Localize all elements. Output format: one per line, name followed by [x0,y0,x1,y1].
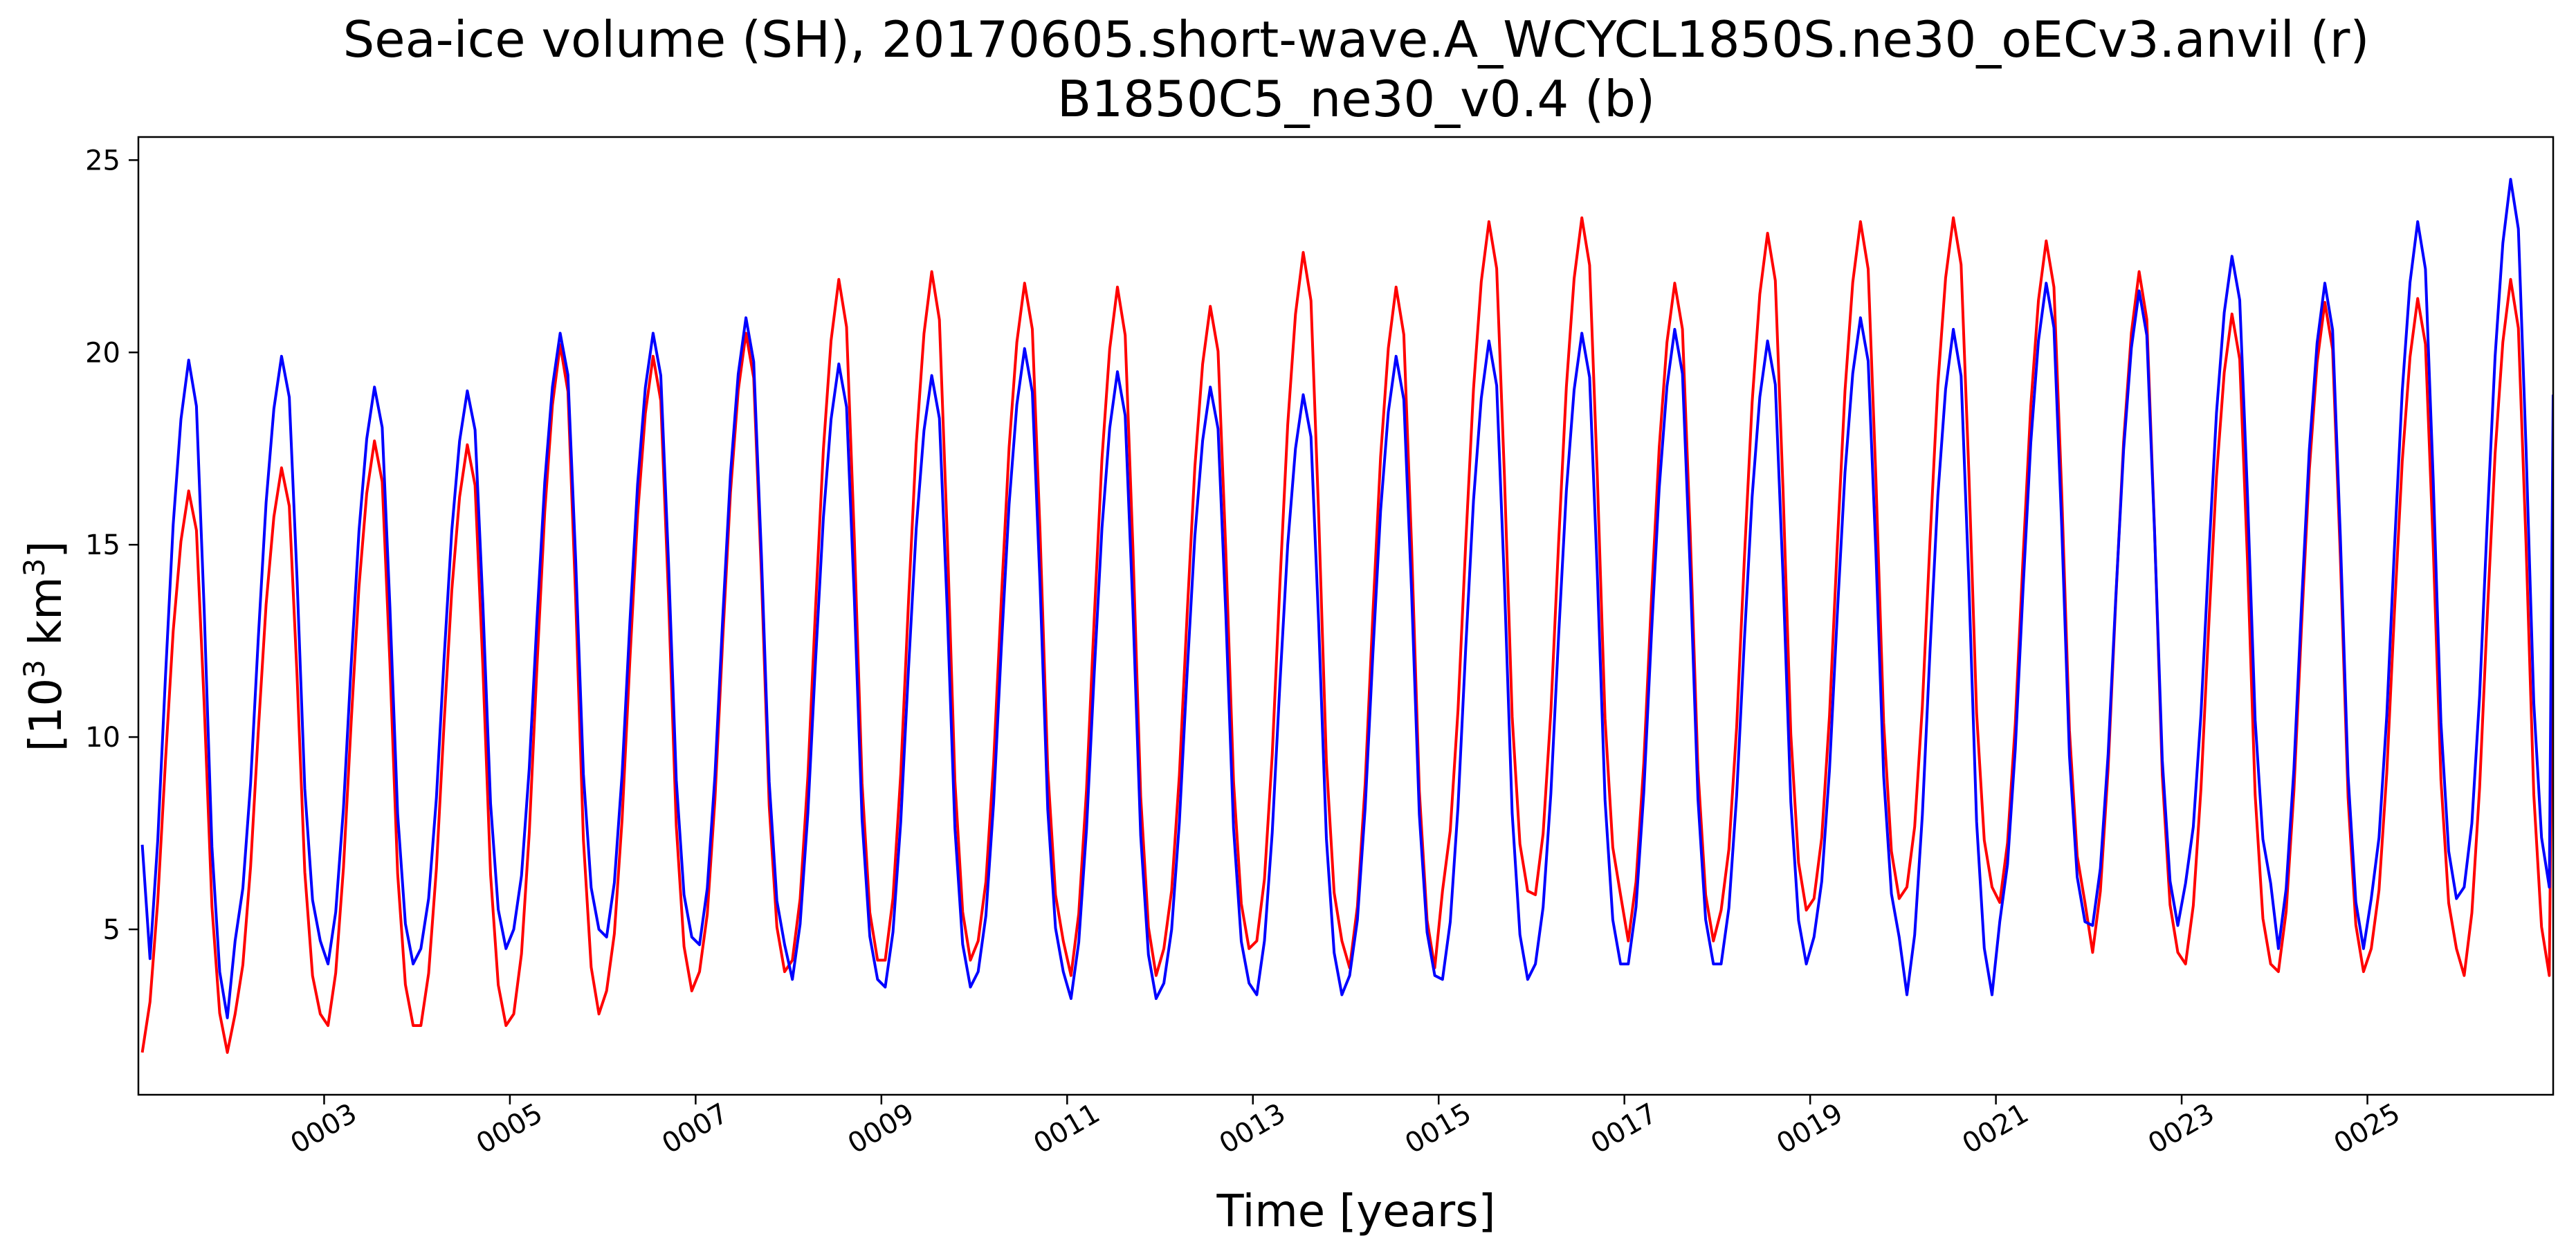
y-tick-label: 5 [103,914,120,946]
x-tick-label: 0015 [1400,1098,1477,1161]
x-tick-label: 0019 [1771,1098,1848,1161]
series-line-blue [140,178,2553,1019]
x-tick-label: 0007 [657,1098,733,1161]
x-tick-label: 0005 [471,1098,548,1161]
x-tick-label: 0025 [2328,1098,2405,1161]
chart-title-line2: B1850C5_ne30_v0.4 (b) [1057,70,1655,128]
x-tick-label: 0013 [1214,1098,1291,1161]
plot-frame [137,136,2555,1096]
x-tick-label: 0009 [843,1098,920,1161]
y-tick-label: 10 [85,722,120,754]
series-line-red [140,216,2553,1054]
y-tick-label: 20 [85,337,120,369]
x-tick-label: 0021 [1957,1098,2034,1161]
y-axis-label-mid: km [21,576,72,659]
x-tick-label: 0011 [1028,1098,1105,1161]
x-tick-label: 0017 [1586,1098,1663,1161]
x-tick-label: 0023 [2143,1098,2220,1161]
y-axis-label-exp1: 3 [17,659,51,678]
y-tick-label: 15 [85,529,120,561]
chart-title-line1: Sea-ice volume (SH), 20170605.short-wave… [343,10,2370,69]
y-axis-label-base: [10 [21,678,72,752]
y-axis-label: [103 km3] [17,541,73,752]
y-axis-label-end: ] [21,541,72,558]
y-tick-label: 25 [85,145,120,176]
y-axis-label-exp2: 3 [17,558,51,577]
x-tick-label: 0003 [285,1098,362,1161]
plot-area: 5 10 15 20 25 0003 0005 0007 0009 0011 0013 0015 001… [85,136,2555,1161]
x-axis-label: Time [years] [1216,1186,1495,1237]
